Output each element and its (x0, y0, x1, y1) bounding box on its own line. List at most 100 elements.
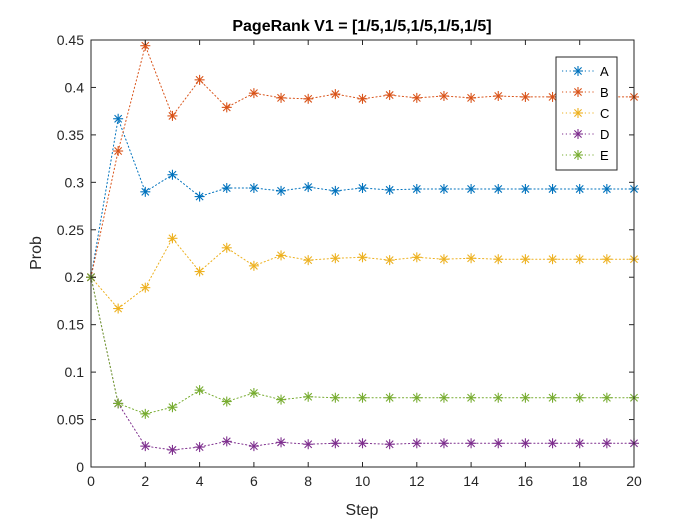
legend-marker-c (573, 108, 583, 118)
data-point-a (248, 183, 259, 194)
y-tick-label: 0.35 (57, 127, 84, 143)
series-line-a (90, 116, 635, 278)
data-point-e (140, 408, 151, 419)
data-point-c (384, 255, 395, 266)
data-point-b (221, 102, 232, 113)
data-point-a (601, 183, 612, 194)
data-point-e (194, 385, 205, 396)
data-point-b (194, 74, 205, 85)
data-point-e (357, 392, 368, 403)
data-point-d (520, 438, 531, 449)
data-point-c (167, 233, 178, 244)
legend-label-c: C (600, 106, 609, 121)
data-point-c (574, 254, 585, 265)
y-tick-label: 0.2 (65, 269, 85, 285)
y-tick-label: 0.15 (57, 317, 84, 333)
data-point-c (357, 252, 368, 263)
y-tick-label: 0.3 (65, 174, 85, 190)
data-point-c (330, 253, 341, 264)
data-point-d (194, 442, 205, 453)
data-point-a (140, 186, 151, 197)
x-tick-label: 2 (141, 473, 149, 489)
data-point-a (330, 185, 341, 196)
data-point-a (547, 183, 558, 194)
data-point-c (303, 255, 314, 266)
data-point-e (601, 392, 612, 403)
data-point-c (438, 254, 449, 265)
data-point-e (303, 391, 314, 402)
data-point-d (384, 439, 395, 450)
data-point-b (357, 93, 368, 104)
x-tick-label: 20 (626, 473, 642, 489)
data-point-b (520, 91, 531, 102)
data-point-d (601, 438, 612, 449)
data-point-c (113, 303, 124, 314)
data-point-a (466, 183, 477, 194)
legend-entry-e: E (562, 148, 609, 163)
data-point-b (167, 110, 178, 121)
data-point-c (547, 254, 558, 265)
legend-label-e: E (600, 148, 609, 163)
data-point-e (167, 402, 178, 413)
data-point-e (547, 392, 558, 403)
data-point-d (276, 437, 287, 448)
legend-entry-d: D (562, 127, 609, 142)
data-point-b (113, 146, 124, 157)
data-point-c (276, 250, 287, 261)
data-point-e (520, 392, 531, 403)
data-point-c (493, 254, 504, 265)
data-point-c (194, 266, 205, 277)
data-point-d (411, 438, 422, 449)
data-point-d (547, 438, 558, 449)
legend-entry-c: C (562, 106, 609, 121)
data-point-a (411, 183, 422, 194)
x-tick-label: 10 (355, 473, 371, 489)
data-point-e (466, 392, 477, 403)
x-axis-label: Step (346, 502, 379, 519)
data-point-e (411, 392, 422, 403)
data-point-a (438, 183, 449, 194)
data-point-d (330, 438, 341, 449)
data-point-d (357, 438, 368, 449)
y-tick-label: 0.4 (65, 79, 85, 95)
data-point-a (113, 113, 124, 124)
data-point-e (221, 396, 232, 407)
data-point-a (194, 191, 205, 202)
x-tick-label: 4 (196, 473, 204, 489)
data-point-e (493, 392, 504, 403)
data-point-d (574, 438, 585, 449)
data-point-a (276, 185, 287, 196)
x-tick-label: 8 (304, 473, 312, 489)
data-point-d (140, 441, 151, 452)
data-point-b (330, 89, 341, 100)
axes: 0 2 4 6 8 10 12 14 16 18 20 0 0.05 0.1 0.15 0.2 0.25 0.3 0… (57, 32, 642, 489)
data-point-d (438, 438, 449, 449)
data-point-e (276, 394, 287, 405)
y-tick-label: 0.05 (57, 412, 84, 428)
y-tick-label: 0.45 (57, 32, 84, 48)
data-point-d (167, 444, 178, 455)
data-point-b (438, 90, 449, 101)
legend-entry-b: B (562, 85, 609, 100)
data-point-a (303, 182, 314, 193)
legend-entry-a: A (562, 64, 609, 79)
data-point-d (221, 436, 232, 447)
y-tick-label: 0.25 (57, 222, 84, 238)
data-point-a (520, 183, 531, 194)
data-point-e (248, 387, 259, 398)
data-point-a (221, 183, 232, 194)
legend-label-b: B (600, 85, 609, 100)
series-line-e (90, 276, 635, 415)
legend-marker-b (573, 87, 583, 97)
data-point-e (384, 392, 395, 403)
x-tick-label: 12 (409, 473, 425, 489)
data-point-a (384, 184, 395, 195)
data-point-c (221, 242, 232, 253)
data-point-a (357, 183, 368, 194)
data-point-e (574, 392, 585, 403)
legend-marker-a (573, 66, 583, 76)
data-point-c (601, 254, 612, 265)
x-tick-label: 6 (250, 473, 258, 489)
